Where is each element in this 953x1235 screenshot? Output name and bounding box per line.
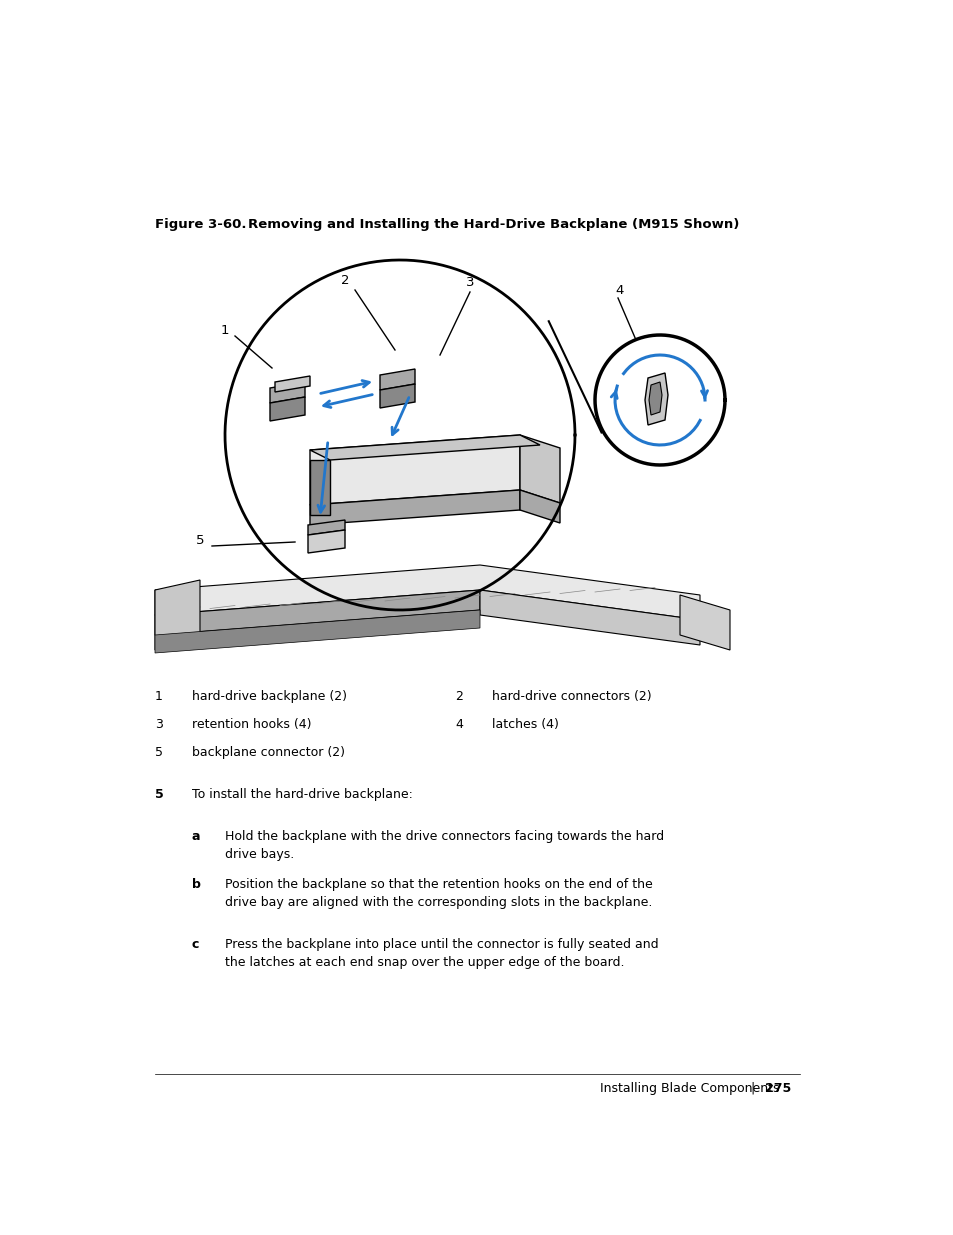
Polygon shape [308, 530, 345, 553]
Polygon shape [154, 564, 700, 620]
Polygon shape [310, 490, 519, 525]
Polygon shape [379, 369, 415, 390]
Text: 3: 3 [465, 277, 474, 289]
Polygon shape [519, 490, 559, 522]
Polygon shape [270, 382, 305, 403]
Polygon shape [154, 610, 479, 653]
Text: 5: 5 [154, 746, 163, 760]
Text: hard-drive backplane (2): hard-drive backplane (2) [192, 690, 347, 703]
Text: 5: 5 [154, 788, 164, 802]
Text: 1: 1 [154, 690, 163, 703]
Polygon shape [519, 435, 559, 503]
Text: Figure 3-60.: Figure 3-60. [154, 219, 246, 231]
Polygon shape [379, 384, 415, 408]
Text: 4: 4 [616, 284, 623, 296]
Text: backplane connector (2): backplane connector (2) [192, 746, 345, 760]
Polygon shape [154, 590, 479, 635]
Text: 2: 2 [455, 690, 462, 703]
Text: |: | [750, 1082, 755, 1095]
Text: b: b [192, 878, 201, 890]
Text: To install the hard-drive backplane:: To install the hard-drive backplane: [192, 788, 413, 802]
Text: 5: 5 [195, 534, 204, 547]
Polygon shape [310, 459, 330, 515]
Text: 3: 3 [154, 718, 163, 731]
Text: Hold the backplane with the drive connectors facing towards the hard
drive bays.: Hold the backplane with the drive connec… [225, 830, 663, 861]
Text: latches (4): latches (4) [492, 718, 558, 731]
Text: Removing and Installing the Hard-Drive Backplane (M915 Shown): Removing and Installing the Hard-Drive B… [248, 219, 739, 231]
Polygon shape [644, 373, 667, 425]
Text: Installing Blade Components: Installing Blade Components [599, 1082, 779, 1095]
Text: Press the backplane into place until the connector is fully seated and
the latch: Press the backplane into place until the… [225, 939, 658, 969]
Text: c: c [192, 939, 199, 951]
Text: 4: 4 [455, 718, 462, 731]
Polygon shape [648, 382, 661, 415]
Polygon shape [154, 580, 200, 650]
Text: hard-drive connectors (2): hard-drive connectors (2) [492, 690, 651, 703]
Polygon shape [679, 595, 729, 650]
Polygon shape [270, 396, 305, 421]
Text: Position the backplane so that the retention hooks on the end of the
drive bay a: Position the backplane so that the reten… [225, 878, 652, 909]
Polygon shape [479, 590, 700, 645]
Text: 1: 1 [220, 324, 229, 336]
Text: 275: 275 [764, 1082, 790, 1095]
Polygon shape [310, 435, 539, 459]
Polygon shape [310, 435, 519, 505]
Text: retention hooks (4): retention hooks (4) [192, 718, 312, 731]
Text: 2: 2 [340, 273, 349, 287]
Text: a: a [192, 830, 200, 844]
Polygon shape [308, 520, 345, 535]
Polygon shape [274, 375, 310, 391]
